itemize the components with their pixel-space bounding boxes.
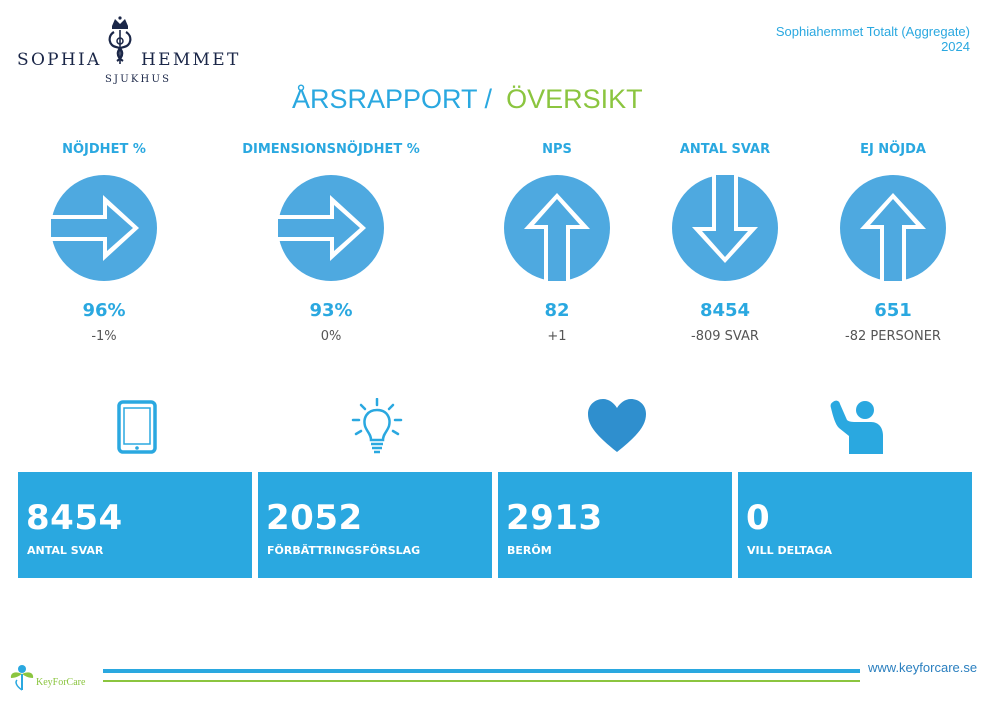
kpi-dissatisfied-value: 651: [874, 300, 912, 321]
raised-hand-icon: [830, 400, 883, 454]
logo-subtext: SJUKHUS: [105, 74, 172, 85]
tile-praise: 2913 BERÖM: [498, 472, 732, 578]
title-overview: ÖVERSIKT: [506, 84, 643, 114]
footer-brand: KeyForCare: [36, 677, 86, 688]
arrow-up-circle-icon: [504, 175, 610, 281]
keyforcare-logo: KeyForCare: [8, 662, 98, 692]
leaf-person-icon: [10, 665, 34, 691]
tile-label: ANTAL SVAR: [27, 544, 104, 557]
organization-info: Sophiahemmet Totalt (Aggregate) 2024: [776, 24, 970, 54]
kpi-dimension-value: 93%: [309, 300, 353, 321]
kpi-dimension-label: DIMENSIONSNÖJDHET %: [242, 142, 420, 157]
report-year: 2024: [941, 39, 970, 54]
kpi-dissatisfied-change: -82 PERSONER: [845, 329, 941, 344]
tile-improvement-suggestions: 2052 FÖRBÄTTRINGSFÖRSLAG: [258, 472, 492, 578]
lightbulb-icon: [351, 398, 403, 454]
arrow-down-circle-icon: [672, 175, 778, 281]
title-annual-report: ÅRSRAPPORT /: [292, 84, 493, 114]
arrow-up-circle-icon: [840, 175, 946, 281]
logo-text-right: HEMMET: [141, 50, 241, 70]
page-title: ÅRSRAPPORT / ÖVERSIKT: [292, 84, 643, 115]
organization-name: Sophiahemmet Totalt (Aggregate): [775, 24, 970, 39]
kpi-satisfaction-change: -1%: [91, 329, 117, 344]
tile-label: VILL DELTAGA: [747, 544, 832, 557]
kpi-satisfaction-label: NÖJDHET %: [62, 142, 146, 157]
kpi-nps-value: 82: [544, 300, 570, 321]
tile-value: 2913: [506, 498, 603, 538]
tablet-icon: [117, 400, 157, 454]
kpi-responses-change: -809 SVAR: [691, 329, 759, 344]
kpi-responses-value: 8454: [699, 300, 751, 321]
kpi-responses-label: ANTAL SVAR: [679, 142, 771, 157]
footer-divider-blue: [103, 669, 860, 673]
kpi-dissatisfied-label: EJ NÖJDA: [860, 142, 926, 157]
tile-responses: 8454 ANTAL SVAR: [18, 472, 252, 578]
tile-value: 0: [746, 498, 771, 538]
kpi-dimension-change: 0%: [320, 329, 342, 344]
tile-label: BERÖM: [507, 544, 552, 557]
kpi-nps-label: NPS: [542, 142, 572, 157]
logo-text-left: SOPHIA: [17, 50, 102, 70]
arrow-right-circle-icon: [51, 175, 157, 281]
footer-website-link[interactable]: www.keyforcare.se: [868, 660, 978, 675]
tile-label: FÖRBÄTTRINGSFÖRSLAG: [267, 544, 421, 557]
sophiahemmet-logo: SOPHIA HEMMET SJUKHUS: [15, 16, 238, 85]
footer-divider-green: [103, 680, 860, 682]
tile-value: 2052: [266, 498, 363, 538]
tile-value: 8454: [26, 498, 123, 538]
crown-crest-icon: [108, 16, 132, 64]
kpi-satisfaction-value: 96%: [82, 300, 126, 321]
heart-icon: [588, 399, 646, 452]
arrow-right-circle-icon: [278, 175, 384, 281]
tile-want-to-participate: 0 VILL DELTAGA: [738, 472, 972, 578]
kpi-nps-change: +1: [547, 329, 567, 344]
